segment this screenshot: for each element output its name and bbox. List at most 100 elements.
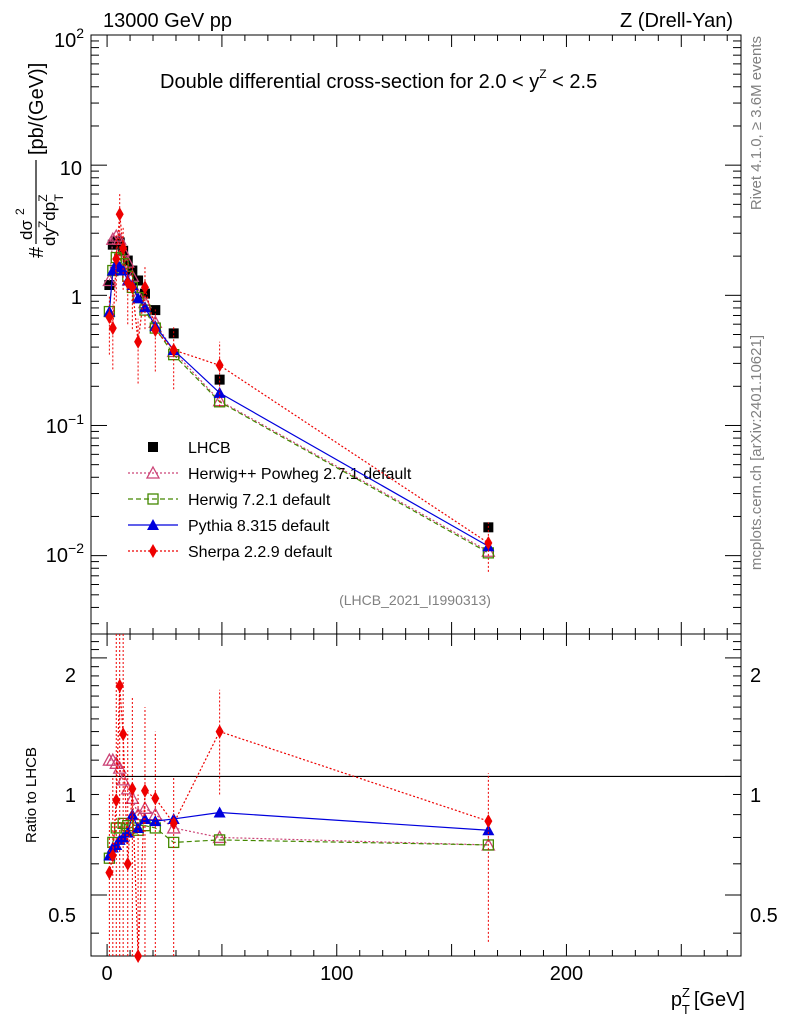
legend-marker-herwig7	[147, 493, 159, 505]
ratio-panel-frame	[90, 633, 742, 957]
point-sherpa	[128, 280, 137, 295]
ratio-point-sherpa	[119, 727, 128, 742]
legend-item-herwigpp: Herwig++ Powheg 2.7.1 default	[128, 465, 412, 483]
mcplots-label: mcplots.cern.ch [arXiv:2401.10621]	[748, 335, 765, 570]
legend-marker-sherpa	[149, 544, 157, 558]
ratio-axis-ticks	[91, 634, 741, 956]
ratio-point-herwig7	[213, 834, 226, 846]
ratio-point-pythia	[121, 826, 134, 838]
header-left: 13000 GeV pp	[103, 10, 232, 32]
y-tick-label-0.1: 10−1	[46, 411, 84, 438]
svg-text:#: #	[26, 246, 48, 258]
point-sherpa	[108, 321, 117, 336]
ratio-point-herwigpp	[212, 830, 227, 844]
ratio-point-sherpa	[123, 856, 132, 871]
point-sherpa	[484, 536, 493, 551]
ratio-series-herwigpp	[102, 752, 496, 851]
legend-label-lhcb: LHCB	[188, 440, 231, 457]
y-tick-label-1: 1	[71, 287, 82, 309]
point-sherpa	[169, 343, 178, 358]
ratio-point-sherpa	[140, 783, 149, 798]
ratio-point-sherpa	[151, 791, 160, 806]
ratio-line-pythia	[108, 811, 489, 856]
point-sherpa	[151, 323, 160, 338]
ratio-tick-label-right-0.5: 0.5	[750, 905, 778, 927]
ratio-point-sherpa	[169, 816, 178, 831]
svg-text:[pb/(GeV)]: [pb/(GeV)]	[26, 63, 48, 155]
analysis-tag: (LHCB_2021_I1990313)	[339, 592, 491, 608]
svg-text:102: 102	[54, 25, 84, 52]
chart-title: Double differential cross-section for 2.…	[160, 67, 597, 93]
legend-item-herwig7: Herwig 7.2.1 default	[128, 492, 331, 509]
point-pythia	[132, 292, 145, 304]
svg-text:2: 2	[13, 208, 27, 215]
series-sherpa	[105, 192, 493, 572]
ratio-tick-label-right-2: 2	[750, 665, 761, 687]
point-sherpa	[105, 310, 114, 325]
legend-label-sherpa: Sherpa 2.2.9 default	[188, 544, 333, 561]
svg-text:1: 1	[71, 287, 82, 309]
point-sherpa	[140, 280, 149, 295]
svg-text:10−1: 10−1	[46, 411, 84, 438]
ratio-series-sherpa	[105, 634, 493, 963]
ratio-point-sherpa	[134, 949, 143, 963]
point-pythia	[213, 386, 226, 398]
ratio-point-pythia	[213, 806, 226, 818]
ratio-data-layer	[102, 634, 496, 963]
point-sherpa	[134, 334, 143, 349]
main-data-layer	[102, 192, 496, 572]
ratio-point-sherpa	[484, 814, 493, 829]
series-lhcb	[104, 236, 494, 533]
legend-marker-herwigpp	[145, 465, 161, 479]
ratio-tick-label-2: 2	[65, 665, 76, 687]
ratio-line-herwig7	[108, 822, 489, 859]
point-herwigpp	[112, 231, 127, 245]
ratio-tick-label-right-1: 1	[750, 785, 761, 807]
legend-label-pythia: Pythia 8.315 default	[188, 518, 330, 535]
ratio-point-sherpa	[215, 724, 224, 739]
legend-marker-pythia	[147, 519, 159, 530]
point-sherpa	[112, 252, 121, 267]
svg-text:dσ: dσ	[17, 220, 36, 240]
point-sherpa	[215, 358, 224, 373]
legend-label-herwigpp: Herwig++ Powheg 2.7.1 default	[188, 466, 412, 483]
legend: LHCB Herwig++ Powheg 2.7.1 default Herwig …	[128, 440, 412, 561]
legend-item-sherpa: Sherpa 2.2.9 default	[128, 544, 333, 561]
x-tick-label-200: 200	[550, 963, 583, 985]
ratio-point-sherpa	[105, 865, 114, 880]
x-tick-label-0: 0	[102, 963, 113, 985]
ratio-point-herwigpp	[166, 820, 181, 834]
legend-label-herwig7: Herwig 7.2.1 default	[188, 492, 331, 509]
y-tick-label-100: 102	[54, 25, 84, 52]
ratio-point-pythia	[149, 815, 162, 827]
point-sherpa	[115, 207, 124, 222]
svg-text:10: 10	[60, 158, 82, 180]
point-lhcb	[214, 374, 225, 385]
point-herwigpp	[105, 231, 120, 245]
y-axis-label: # dσ 2 dyZdpZ T [pb/(GeV)]	[13, 63, 66, 258]
rivet-version-label: Rivet 4.1.0, ≥ 3.6M events	[748, 36, 765, 210]
x-tick-label-100: 100	[320, 963, 353, 985]
ratio-line-sherpa	[108, 685, 489, 957]
point-sherpa	[119, 241, 128, 256]
series-herwig7	[103, 251, 494, 559]
ratio-line-herwigpp	[109, 759, 489, 846]
ratio-point-sherpa	[128, 781, 137, 796]
ratio-series-herwig7	[103, 817, 494, 864]
ratio-point-sherpa	[108, 848, 117, 863]
header-right: Z (Drell-Yan)	[620, 10, 733, 32]
legend-item-lhcb: LHCB	[148, 440, 231, 457]
legend-item-pythia: Pythia 8.315 default	[128, 518, 330, 535]
y-tick-label-10: 10	[60, 158, 82, 180]
ratio-tick-label-0.5: 0.5	[48, 905, 76, 927]
ratio-point-sherpa	[115, 678, 124, 693]
ratio-y-axis-label: Ratio to LHCB	[23, 747, 40, 843]
y-tick-label-0.01: 10−2	[46, 540, 84, 567]
svg-text:10−2: 10−2	[46, 540, 84, 567]
ratio-tick-label-1: 1	[65, 785, 76, 807]
ratio-point-sherpa	[112, 793, 121, 808]
main-axis-ticks	[91, 34, 741, 634]
legend-marker-lhcb	[148, 442, 158, 452]
